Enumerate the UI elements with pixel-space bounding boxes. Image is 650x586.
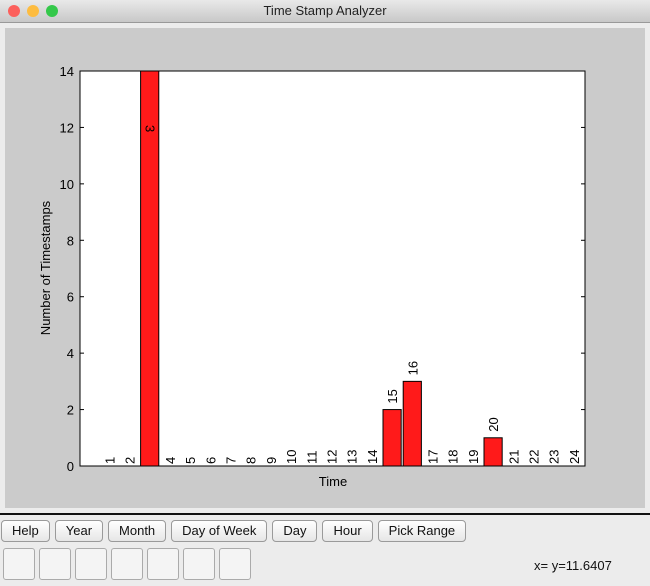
bar-label: 22 <box>526 450 541 464</box>
y-tick-label: 8 <box>67 233 74 248</box>
bar-label: 4 <box>163 457 178 464</box>
bar-label: 13 <box>345 450 360 464</box>
home-tool[interactable] <box>3 548 35 580</box>
bar-label: 3 <box>143 125 158 132</box>
title-bar: Time Stamp Analyzer <box>0 0 650 23</box>
save-tool[interactable] <box>219 548 251 580</box>
button-bar: Help Year Month Day of Week Day Hour Pick Rang… <box>1 520 467 542</box>
bar-label: 15 <box>385 389 400 403</box>
forward-tool[interactable] <box>75 548 107 580</box>
bar-label: 12 <box>324 450 339 464</box>
button[interactable]: Day <box>272 520 318 542</box>
bar-label: 11 <box>304 451 319 465</box>
bar-label: 16 <box>405 361 420 375</box>
x-axis-label: Time <box>319 474 347 489</box>
bar <box>140 70 160 467</box>
y-axis-label: Number of Timestamps <box>38 200 53 335</box>
bar-label: 21 <box>506 450 521 464</box>
bar-label: 23 <box>547 450 562 464</box>
bar-label: 6 <box>203 457 218 464</box>
separator <box>0 513 650 515</box>
bar-label: 19 <box>466 450 481 464</box>
zoom-button[interactable] <box>46 5 58 17</box>
close-button[interactable] <box>8 5 20 17</box>
bar-label: 10 <box>284 450 299 464</box>
button[interactable]: Day of Week <box>171 520 268 542</box>
bar-label: 5 <box>183 457 198 464</box>
status-text: x= y=11.6407 <box>534 558 612 573</box>
subplots-tool[interactable] <box>183 548 215 580</box>
y-tick-label: 2 <box>67 403 74 418</box>
button[interactable]: Pick Range <box>377 520 467 542</box>
zoom-tool[interactable] <box>147 548 179 580</box>
button[interactable]: Month <box>108 520 167 542</box>
axes <box>79 70 586 467</box>
y-tick-label: 14 <box>60 64 74 79</box>
bar-label: 9 <box>264 457 279 464</box>
bar-label: 17 <box>425 450 440 464</box>
toolbar <box>3 548 251 580</box>
button[interactable]: Year <box>54 520 104 542</box>
window-title: Time Stamp Analyzer <box>263 3 387 18</box>
bar-label: 20 <box>486 417 501 431</box>
y-tick-label: 12 <box>60 120 74 135</box>
pan-tool[interactable] <box>111 548 143 580</box>
bar-label: 8 <box>244 457 259 464</box>
y-tick-label: 10 <box>60 177 74 192</box>
bar-label: 1 <box>102 457 117 464</box>
bar-label: 18 <box>446 450 461 464</box>
button[interactable]: Hour <box>322 520 373 542</box>
bar <box>382 409 402 467</box>
y-tick-label: 0 <box>67 459 74 474</box>
bar-label: 14 <box>365 450 380 464</box>
bar-label: 2 <box>122 457 137 464</box>
minimize-button[interactable] <box>27 5 39 17</box>
bar <box>483 437 503 467</box>
y-tick-label: 6 <box>67 290 74 305</box>
button[interactable]: Help <box>1 520 50 542</box>
bar <box>402 380 422 467</box>
y-tick-label: 4 <box>67 346 74 361</box>
bar-label: 24 <box>567 450 582 464</box>
back-tool[interactable] <box>39 548 71 580</box>
bar-label: 7 <box>223 457 238 464</box>
